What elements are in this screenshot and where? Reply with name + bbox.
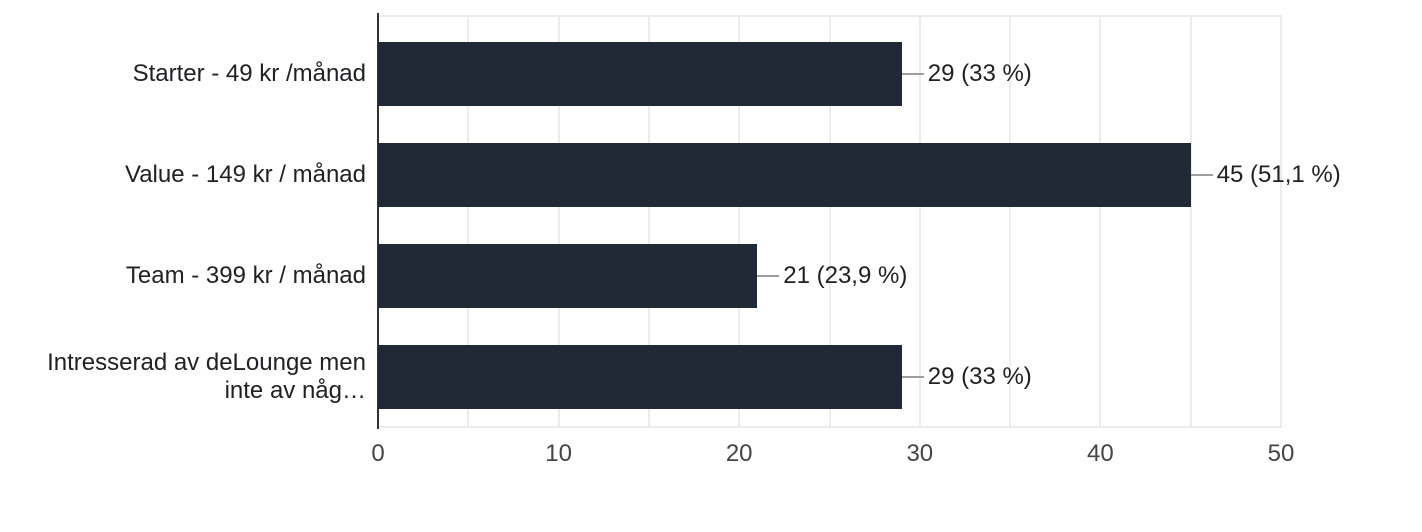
x-tick-label: 10 <box>545 440 572 467</box>
category-label: Value - 149 kr / månad <box>0 161 366 189</box>
gridline <box>828 15 831 428</box>
category-label-line: Team - 399 kr / månad <box>125 262 366 289</box>
bar <box>378 42 902 106</box>
x-tick-label: 0 <box>371 440 385 467</box>
category-label: Intresserad av deLounge men inte av någ… <box>0 349 366 405</box>
bar-value-label: 21 (23,9 %) <box>783 262 908 289</box>
gridline <box>1009 15 1012 428</box>
plot-area: 29 (33 %) 45 (51,1 %) 21 (23,9 %) 29 (33 %) <box>377 13 1341 429</box>
x-tick-label: 20 <box>725 440 753 467</box>
bar <box>378 244 758 308</box>
x-tick-label: 50 <box>1267 440 1295 467</box>
category-label-line: Starter - 49 kr /månad <box>132 60 366 87</box>
bar-value-label: 29 (33 %) <box>927 363 1032 390</box>
bar-value-label: 29 (33 %) <box>927 60 1032 87</box>
y-axis-line <box>377 13 379 429</box>
bar-value-label: 45 (51,1 %) <box>1216 161 1341 188</box>
category-label-line: Intresserad av deLounge men <box>47 349 366 376</box>
category-label: Starter - 49 kr /månad <box>0 60 366 88</box>
x-tick-label: 30 <box>906 440 934 467</box>
x-axis: 0 10 20 30 40 50 <box>0 440 1422 470</box>
category-label-line: inte av någ… <box>224 377 366 404</box>
callout-line <box>901 376 924 378</box>
callout-line <box>901 73 924 75</box>
gridline <box>647 15 650 428</box>
category-label: Team - 399 kr / månad <box>0 262 366 290</box>
gridline <box>1280 15 1282 428</box>
gridline <box>1099 15 1102 428</box>
bar <box>378 143 1191 207</box>
callout-line <box>1190 174 1213 176</box>
gridline <box>557 15 560 428</box>
bar <box>378 345 902 409</box>
gridline <box>738 15 741 428</box>
category-label-line: Value - 149 kr / månad <box>124 161 366 188</box>
callout-line <box>757 275 780 277</box>
x-tick-label: 40 <box>1087 440 1114 467</box>
gridline <box>918 15 921 428</box>
category-axis: Starter - 49 kr /månad Value - 149 kr / m… <box>0 0 378 428</box>
gridline <box>467 15 470 428</box>
gridline <box>1189 15 1192 428</box>
